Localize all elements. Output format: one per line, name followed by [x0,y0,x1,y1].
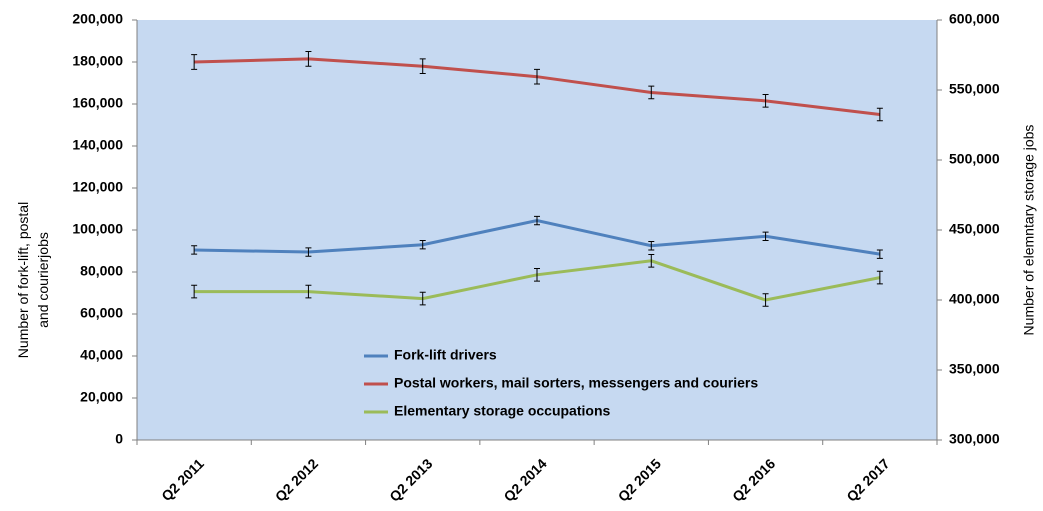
error-bar [648,241,655,251]
error-bar [534,68,540,85]
error-bar [419,58,426,75]
y-tick-label: 200,000 [72,11,123,27]
y-tick-label: 180,000 [72,53,123,69]
error-bar-line [876,249,883,259]
x-tick-label: Q2 2013 [386,455,435,504]
error-bar-line [762,231,769,241]
error-bar [876,107,883,122]
y-tick-label: 40,000 [80,347,123,363]
error-bar [191,54,198,70]
y-axis-title-line: Number of fork-lift, postal [15,202,31,358]
y2-axis-title: Number of elemntary storage jobs [1021,125,1037,336]
y-axis-title: Number of fork-lift, postal and courierjo… [15,202,51,358]
y2-tick-label: 500,000 [949,151,1000,167]
x-tick-label: Q2 2014 [500,455,549,504]
y2-tick-label: 450,000 [949,221,1000,237]
error-bar [419,240,426,250]
error-bar-line [305,284,312,299]
error-bar-line [648,85,655,100]
error-bar [648,85,655,100]
legend-label: Postal workers, mail sorters, messengers… [394,375,758,391]
y-tick-label: 80,000 [80,263,123,279]
error-bar-line [648,254,655,268]
error-bar [191,284,198,299]
y-tick-label: 60,000 [80,305,123,321]
error-bar-line [191,245,198,255]
legend-label: Fork-lift drivers [394,347,497,363]
error-bar-line [534,268,540,282]
x-tick-label: Q2 2016 [729,455,778,504]
error-bar [305,284,312,299]
error-bar-line [305,247,312,257]
error-bar-line [534,68,540,85]
error-bar-line [876,107,883,122]
y2-tick-label: 350,000 [949,361,1000,377]
y-tick-label: 0 [115,431,123,447]
x-tick-label: Q2 2015 [615,455,664,504]
x-tick-label: Q2 2011 [158,455,207,504]
y2-tick-label: 300,000 [949,431,1000,447]
y-tick-label: 100,000 [72,221,123,237]
error-bar [762,94,769,108]
error-bar-line [419,58,426,75]
plot-area [137,20,937,440]
error-bar [876,249,883,259]
y2-tick-label: 550,000 [949,81,1000,97]
error-bar [534,215,540,226]
error-bar [305,247,312,257]
error-bar-line [419,291,426,306]
error-bar [876,270,883,285]
y2-tick-label: 400,000 [949,291,1000,307]
error-bar [305,51,312,67]
error-bar-line [419,240,426,250]
y-tick-label: 160,000 [72,95,123,111]
error-bar [762,293,769,307]
error-bar-line [762,293,769,307]
y-tick-label: 140,000 [72,137,123,153]
y2-tick-label: 600,000 [949,11,1000,27]
y-tick-label: 120,000 [72,179,123,195]
error-bar-line [191,284,198,299]
x-tick-label: Q2 2017 [843,455,892,504]
error-bar-line [876,270,883,285]
error-bar [419,291,426,306]
error-bar [191,245,198,255]
error-bar-line [648,241,655,251]
legend-label: Elementary storage occupations [394,403,611,419]
y-axis-title-line: and courierjobs [35,232,51,328]
error-bar [762,231,769,241]
x-tick-label: Q2 2012 [272,455,321,504]
error-bar-line [762,94,769,108]
error-bar-line [534,215,540,226]
error-bar [648,254,655,268]
error-bar-line [191,54,198,70]
error-bar-line [305,51,312,67]
y-tick-label: 20,000 [80,389,123,405]
error-bar [534,268,540,282]
